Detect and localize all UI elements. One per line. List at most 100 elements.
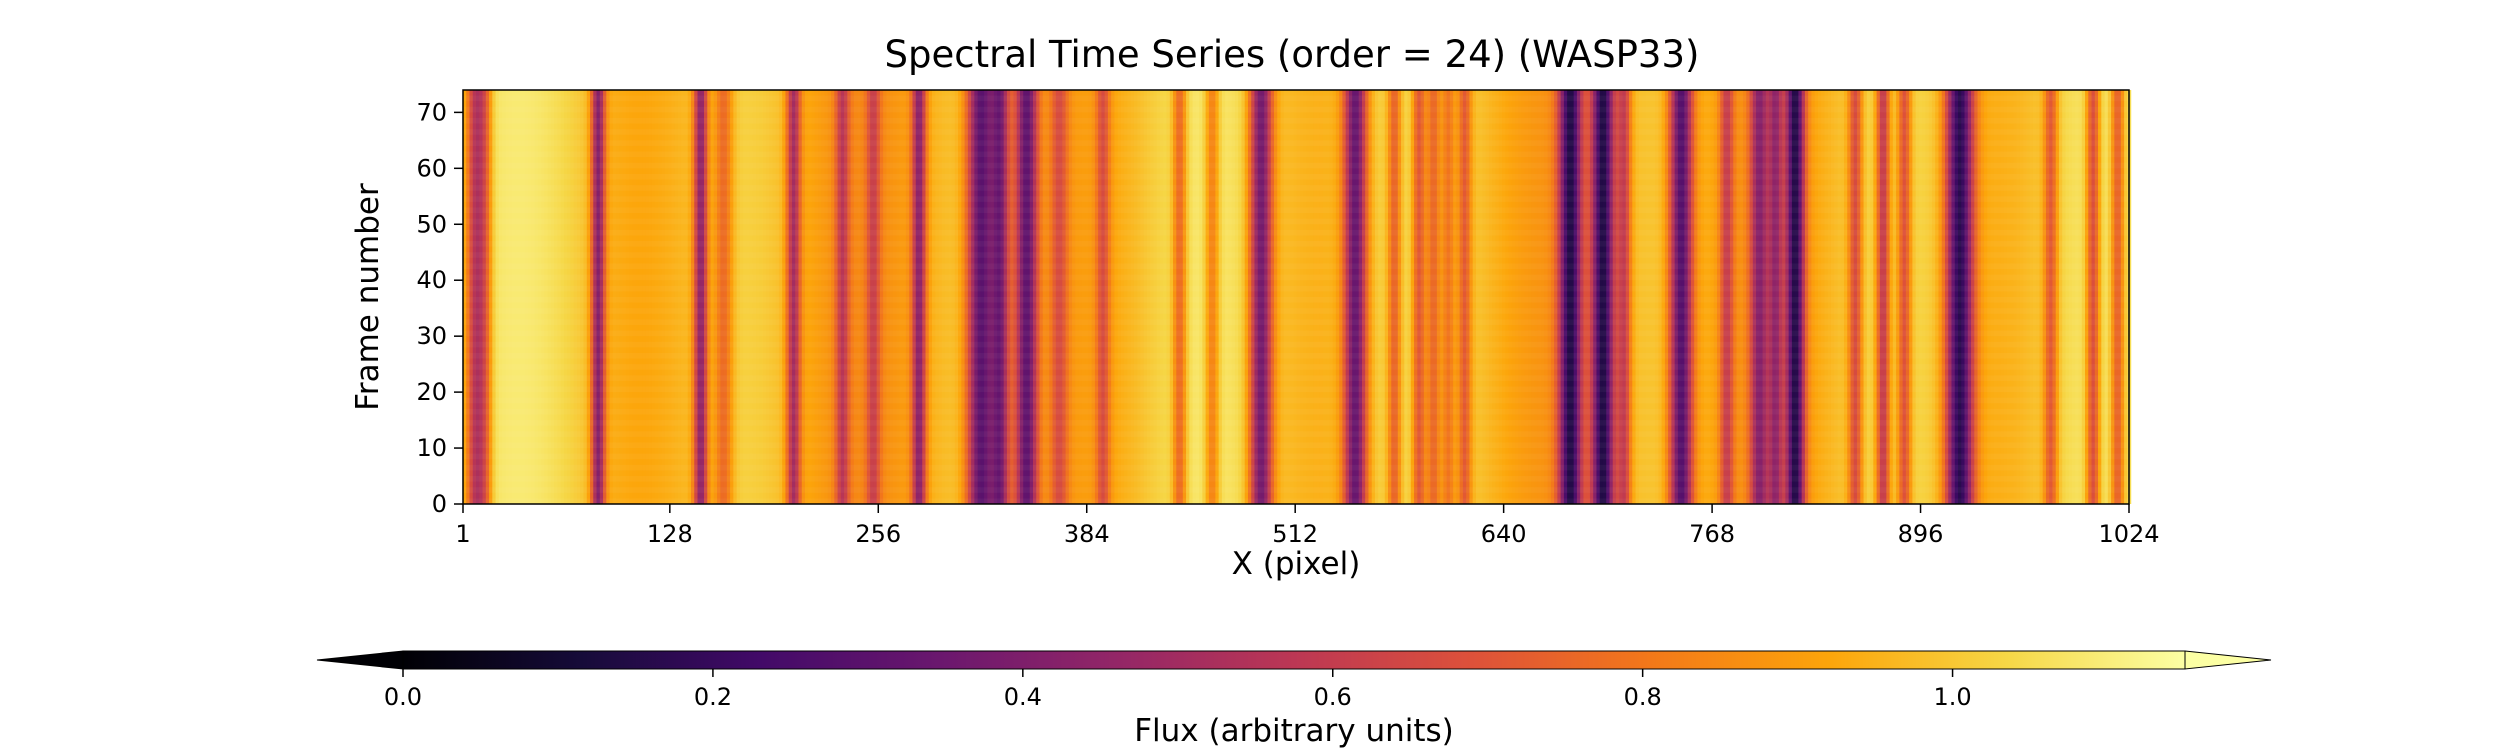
heatmap-column [1883, 90, 1887, 504]
heatmap-column [1456, 90, 1461, 504]
heatmap-column [2000, 90, 2005, 504]
heatmap-column [1762, 90, 1767, 504]
heatmap-column [616, 90, 620, 504]
heatmap-column [905, 90, 910, 504]
colorbar-label: Flux (arbitrary units) [1134, 713, 1454, 749]
heatmap-column [834, 90, 839, 504]
heatmap-column [1339, 90, 1344, 504]
heatmap-column [2049, 90, 2054, 504]
heatmap-column [1133, 90, 1138, 504]
heatmap-column [1974, 90, 1979, 504]
heatmap-column [1609, 90, 1614, 504]
heatmap-column [1296, 90, 1301, 504]
heatmap-column [583, 90, 588, 504]
heatmap-column [2055, 90, 2060, 504]
heatmap-column [531, 90, 536, 504]
heatmap-column [713, 90, 718, 504]
frame-band [463, 185, 2129, 191]
heatmap-column [844, 90, 848, 504]
heatmap-column [550, 90, 555, 504]
heatmap-column [918, 90, 923, 504]
heatmap-column [554, 90, 559, 504]
heatmap-column [1785, 90, 1790, 504]
heatmap-column [1443, 90, 1448, 504]
heatmap-column [1892, 90, 1897, 504]
heatmap-column [782, 90, 787, 504]
heatmap-column [1006, 90, 1011, 504]
heatmap-column [1619, 90, 1624, 504]
heatmap-column [1179, 90, 1184, 504]
heatmap-column [1987, 90, 1992, 504]
heatmap-column [1091, 90, 1096, 504]
heatmap-column [2085, 90, 2089, 504]
heatmap-column [1795, 90, 1800, 504]
heatmap-column [694, 90, 699, 504]
heatmap-column [1918, 90, 1923, 504]
heatmap-column [1029, 90, 1034, 504]
heatmap-column [1163, 90, 1168, 504]
heatmap-column [1821, 90, 1826, 504]
heatmap-column [1241, 90, 1246, 504]
heatmap-column [1733, 90, 1738, 504]
heatmap-column [987, 90, 992, 504]
heatmap-column [1863, 90, 1868, 504]
heatmap-column [2010, 90, 2014, 504]
heatmap-column [476, 90, 480, 504]
heatmap-column [1143, 90, 1148, 504]
heatmap-column [1492, 90, 1497, 504]
heatmap-column [704, 90, 708, 504]
heatmap-column [2091, 90, 2096, 504]
heatmap-column [1267, 90, 1272, 504]
heatmap-column [827, 90, 832, 504]
frame-band [463, 442, 2129, 449]
heatmap-column [1042, 90, 1047, 504]
heatmap-column [1388, 90, 1392, 504]
heatmap-column [1094, 90, 1099, 504]
heatmap-column [1642, 90, 1646, 504]
heatmap-column [1345, 90, 1350, 504]
heatmap-column [1798, 90, 1803, 504]
heatmap-column [1778, 90, 1783, 504]
heatmap-column [1759, 90, 1764, 504]
heatmap-column [1967, 90, 1972, 504]
heatmap-column [658, 90, 663, 504]
heatmap-column [2013, 90, 2018, 504]
heatmap-column [831, 90, 835, 504]
heatmap-column [2120, 90, 2125, 504]
heatmap-column [603, 90, 607, 504]
heatmap-column [1065, 90, 1070, 504]
heatmap-column [1303, 90, 1308, 504]
heatmap-column [2081, 90, 2086, 504]
x-tick-label: 384 [1064, 520, 1110, 548]
heatmap-column [534, 90, 539, 504]
heatmap-column [1752, 90, 1757, 504]
heatmap-column [1234, 90, 1239, 504]
heatmap-column [1280, 90, 1285, 504]
colorbar-extend-high [2184, 650, 2272, 670]
heatmap-column [1371, 90, 1376, 504]
heatmap-column [1573, 90, 1578, 504]
x-axis-label: X (pixel) [1232, 546, 1361, 582]
heatmap-column [1547, 90, 1552, 504]
heatmap-column [655, 90, 660, 504]
heatmap-column [759, 90, 764, 504]
heatmap-column [2023, 90, 2027, 504]
heatmap-column [997, 90, 1002, 504]
heatmap-column [1570, 90, 1575, 504]
heatmap-column [622, 90, 627, 504]
heatmap-column [1322, 90, 1327, 504]
x-axis: 1 128 256 384 512 640 768 896 1024 [455, 504, 2160, 548]
heatmap-column [1502, 90, 1506, 504]
heatmap-column [1909, 90, 1914, 504]
heatmap-column [1834, 90, 1839, 504]
heatmap-column [1511, 90, 1516, 504]
heatmap-column [1404, 90, 1409, 504]
frame-band [463, 229, 2129, 236]
heatmap-column [1186, 90, 1190, 504]
heatmap-column [2101, 90, 2106, 504]
heatmap-column [847, 90, 852, 504]
heatmap-column [1902, 90, 1907, 504]
heatmap-column [537, 90, 542, 504]
heatmap-column [892, 90, 897, 504]
heatmap-column [1446, 90, 1451, 504]
